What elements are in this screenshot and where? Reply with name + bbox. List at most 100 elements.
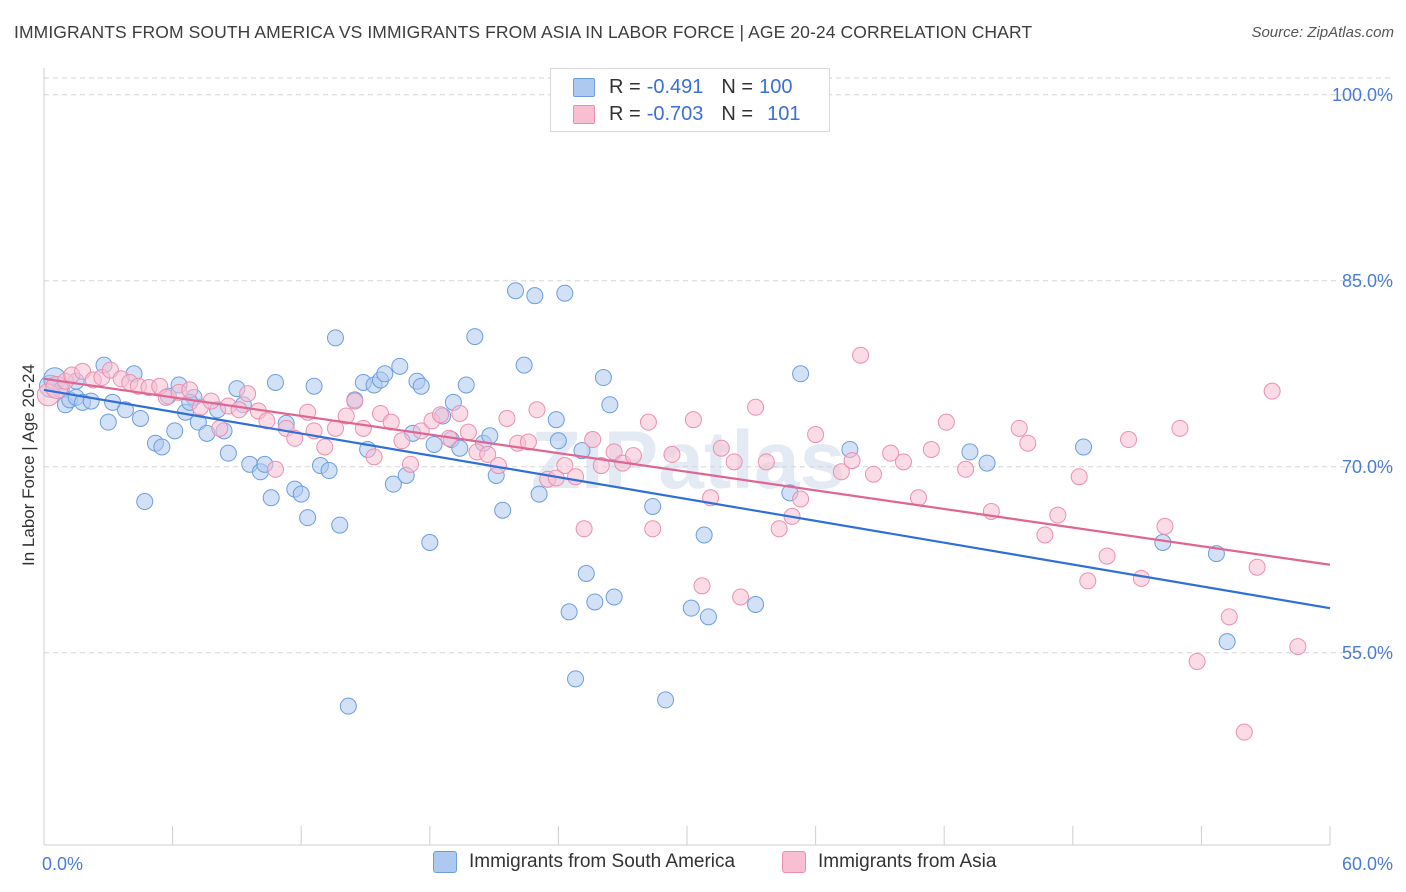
legend-n-label: N = xyxy=(721,75,754,98)
data-point-asia xyxy=(1010,419,1028,437)
data-point-south-america xyxy=(412,377,430,395)
data-point-asia xyxy=(882,444,900,462)
data-point-asia xyxy=(770,520,788,538)
chart-title: IMMIGRANTS FROM SOUTH AMERICA VS IMMIGRA… xyxy=(14,22,1033,42)
data-point-south-america xyxy=(978,454,996,472)
data-point-south-america xyxy=(515,356,533,374)
data-point-south-america xyxy=(556,284,574,302)
data-point-south-america xyxy=(116,401,134,419)
data-point-south-america xyxy=(644,497,662,515)
data-point-south-america xyxy=(494,501,512,519)
data-point-asia xyxy=(1220,608,1238,626)
legend-r-label: R = xyxy=(609,102,641,125)
data-point-asia xyxy=(644,520,662,538)
data-point-asia xyxy=(266,460,284,478)
data-point-asia xyxy=(693,577,711,595)
y-tick-label: 70.0% xyxy=(1342,457,1393,477)
tick-labels: 55.0% 70.0% 85.0% 100.0% 0.0% 60.0% xyxy=(42,85,1393,874)
data-point-south-america xyxy=(457,376,475,394)
data-point-asia xyxy=(843,452,861,470)
data-point-asia xyxy=(211,419,229,437)
trend-lines xyxy=(43,377,1331,610)
data-point-south-america xyxy=(305,377,323,395)
data-point-asia xyxy=(592,457,610,475)
data-point-asia xyxy=(807,426,825,444)
legend-n-label: N = xyxy=(721,102,754,125)
data-point-south-america xyxy=(601,396,619,414)
data-point-south-america xyxy=(567,670,585,688)
legend-item-asia[interactable]: Immigrants from Asia xyxy=(782,851,996,873)
data-point-south-america xyxy=(131,409,149,427)
y-tick-label: 100.0% xyxy=(1332,85,1393,105)
axes xyxy=(43,68,1331,846)
data-point-asia xyxy=(1235,723,1253,741)
data-point-south-america xyxy=(530,485,548,503)
data-point-south-america xyxy=(292,485,310,503)
data-point-asia xyxy=(1171,419,1189,437)
data-point-asia xyxy=(181,381,199,399)
legend-n-value: 100 xyxy=(759,75,793,98)
data-point-south-america xyxy=(266,373,284,391)
data-point-asia xyxy=(1070,468,1088,486)
data-point-asia xyxy=(1263,382,1281,400)
data-point-asia xyxy=(584,431,602,449)
legend-swatch-blue xyxy=(433,851,457,873)
data-point-asia xyxy=(1019,434,1037,452)
data-point-asia xyxy=(1188,652,1206,670)
data-point-south-america xyxy=(1218,633,1236,651)
data-point-south-america xyxy=(586,593,604,611)
data-point-asia xyxy=(337,407,355,425)
data-point-asia xyxy=(556,457,574,475)
data-point-asia xyxy=(354,419,372,437)
data-point-south-america xyxy=(526,287,544,305)
legend-swatch-pink xyxy=(573,104,595,124)
data-point-asia xyxy=(519,433,537,451)
data-point-asia xyxy=(432,406,450,424)
legend-item-south-america[interactable]: Immigrants from South America xyxy=(433,851,735,873)
data-point-south-america xyxy=(747,595,765,613)
data-point-asia xyxy=(712,439,730,457)
data-point-south-america xyxy=(605,588,623,606)
data-point-south-america xyxy=(1075,438,1093,456)
data-point-asia xyxy=(792,490,810,508)
data-point-asia xyxy=(937,413,955,431)
series-legend: Immigrants from South America Immigrants… xyxy=(0,851,1406,879)
data-point-asia xyxy=(1079,572,1097,590)
data-point-asia xyxy=(922,440,940,458)
data-point-asia xyxy=(1049,506,1067,524)
data-point-south-america xyxy=(961,443,979,461)
data-point-asia xyxy=(732,588,750,606)
data-point-asia xyxy=(1248,558,1266,576)
data-point-south-america xyxy=(136,493,154,511)
legend-r-value: -0.703 xyxy=(646,102,704,125)
data-point-south-america xyxy=(339,697,357,715)
data-point-south-america xyxy=(262,489,280,507)
legend-row-south-america: R = -0.491 N = 100 xyxy=(573,74,792,100)
data-point-south-america xyxy=(425,435,443,453)
data-point-asia xyxy=(479,445,497,463)
data-point-asia xyxy=(1036,526,1054,544)
data-point-asia xyxy=(498,409,516,427)
data-point-south-america xyxy=(594,369,612,387)
data-point-asia xyxy=(832,463,850,481)
data-point-south-america xyxy=(466,328,484,346)
data-point-asia xyxy=(528,401,546,419)
legend-r-value: -0.491 xyxy=(646,75,704,98)
x-tick-label: 60.0% xyxy=(1342,854,1393,874)
source-label: Source: ZipAtlas.com xyxy=(1251,24,1394,41)
data-point-asia xyxy=(567,468,585,486)
data-point-asia xyxy=(1156,517,1174,535)
data-point-asia xyxy=(451,404,469,422)
data-point-south-america xyxy=(549,432,567,450)
data-point-asia xyxy=(575,520,593,538)
data-point-asia xyxy=(864,465,882,483)
data-point-south-america xyxy=(299,509,317,527)
data-point-south-america xyxy=(331,516,349,534)
legend-row-asia: R = -0.703 N = 101 xyxy=(573,101,800,127)
legend-r-label: R = xyxy=(609,75,641,98)
data-point-asia xyxy=(639,413,657,431)
data-point-asia xyxy=(663,445,681,463)
data-point-south-america xyxy=(376,365,394,383)
data-point-asia xyxy=(239,385,257,403)
data-point-asia xyxy=(1098,547,1116,565)
